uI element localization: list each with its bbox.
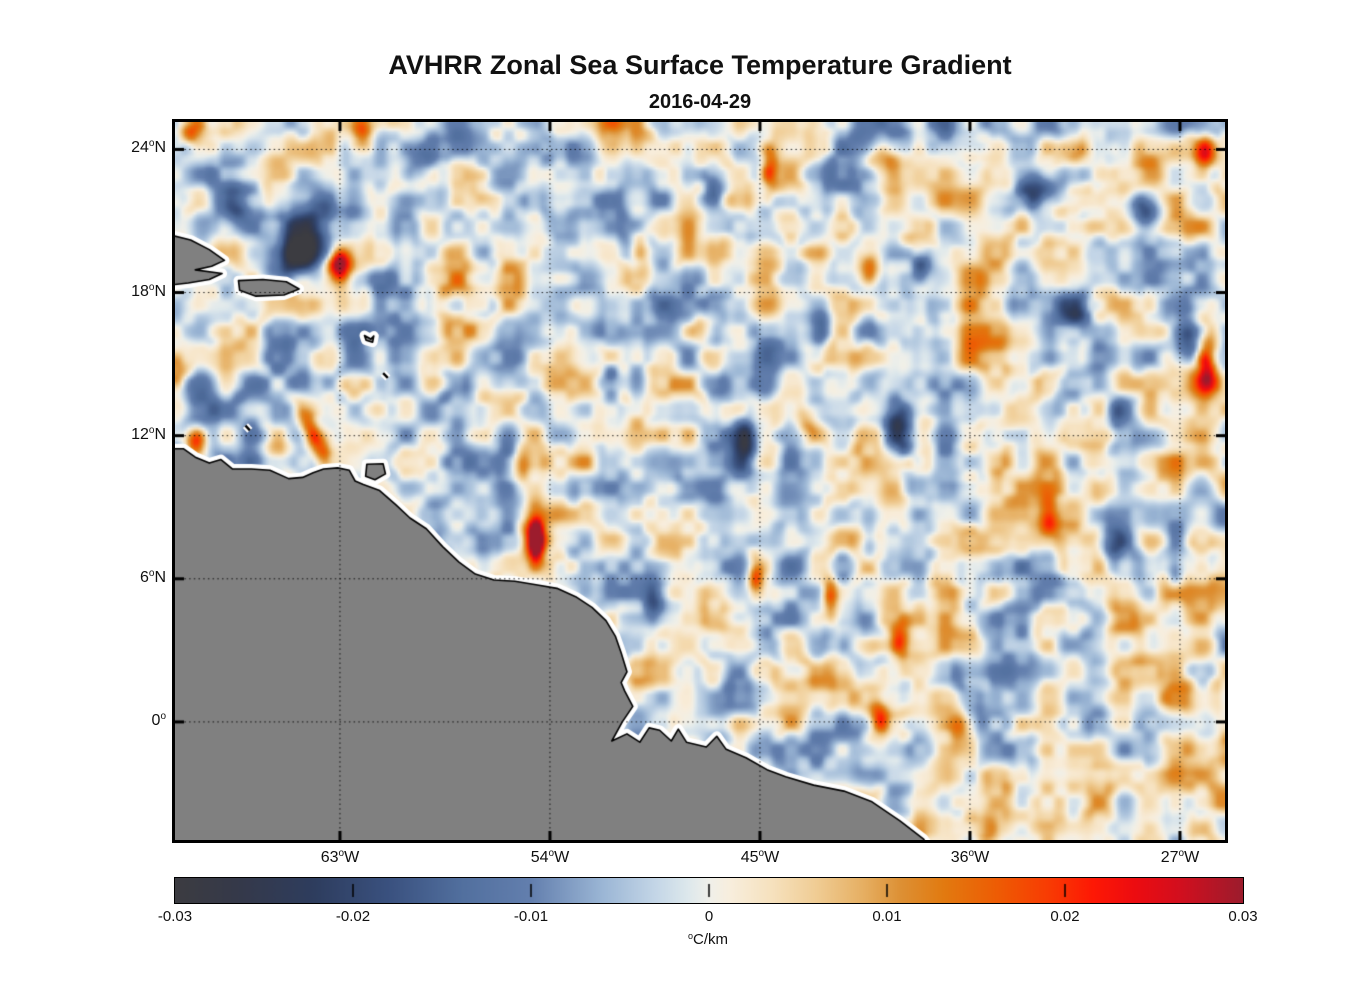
degree-symbol: o	[148, 567, 155, 579]
colorbar-tick-label-0.03: 0.03	[1228, 908, 1258, 925]
colorbar-tick-label--0.02: -0.02	[335, 908, 371, 925]
y-tick-label-0: 0o	[151, 710, 166, 729]
y-tick-label-18N: 18oN	[131, 281, 166, 300]
x-tick-label-54W: 54oW	[530, 848, 570, 866]
degree-symbol: o	[148, 138, 155, 150]
degree-symbol: o	[687, 931, 693, 941]
degree-symbol: o	[148, 281, 155, 293]
colorbar-tick-label--0.03: -0.03	[157, 908, 193, 925]
colorbar-canvas	[175, 878, 1243, 903]
x-tick-label-45W: 45oW	[740, 848, 780, 866]
degree-symbol: o	[968, 848, 975, 859]
colorbar-tick-label-0: 0	[704, 908, 714, 925]
x-tick-label-27W: 27oW	[1160, 848, 1200, 866]
degree-symbol: o	[548, 848, 555, 859]
y-tick-label-24N: 24oN	[131, 138, 166, 157]
degree-symbol: o	[160, 710, 166, 722]
map-plot-area	[172, 119, 1228, 843]
degree-symbol: o	[338, 848, 345, 859]
chart-subtitle: 2016-04-29	[648, 91, 752, 113]
colorbar-tick-label-0.02: 0.02	[1050, 908, 1080, 925]
degree-symbol: o	[1178, 848, 1185, 859]
degree-symbol: o	[148, 424, 155, 436]
y-tick-label-12N: 12oN	[131, 424, 166, 443]
colorbar-unit-label: oC/km	[687, 931, 728, 948]
degree-symbol: o	[758, 848, 765, 859]
x-tick-label-63W: 63oW	[320, 848, 360, 866]
colorbar-tick-label--0.01: -0.01	[513, 908, 549, 925]
chart-title: AVHRR Zonal Sea Surface Temperature Grad…	[388, 50, 1012, 80]
colorbar-tick-label-0.01: 0.01	[872, 908, 902, 925]
colorbar	[174, 877, 1244, 904]
y-tick-label-6N: 6oN	[139, 567, 166, 586]
x-tick-label-36W: 36oW	[950, 848, 990, 866]
map-canvas	[175, 122, 1225, 840]
